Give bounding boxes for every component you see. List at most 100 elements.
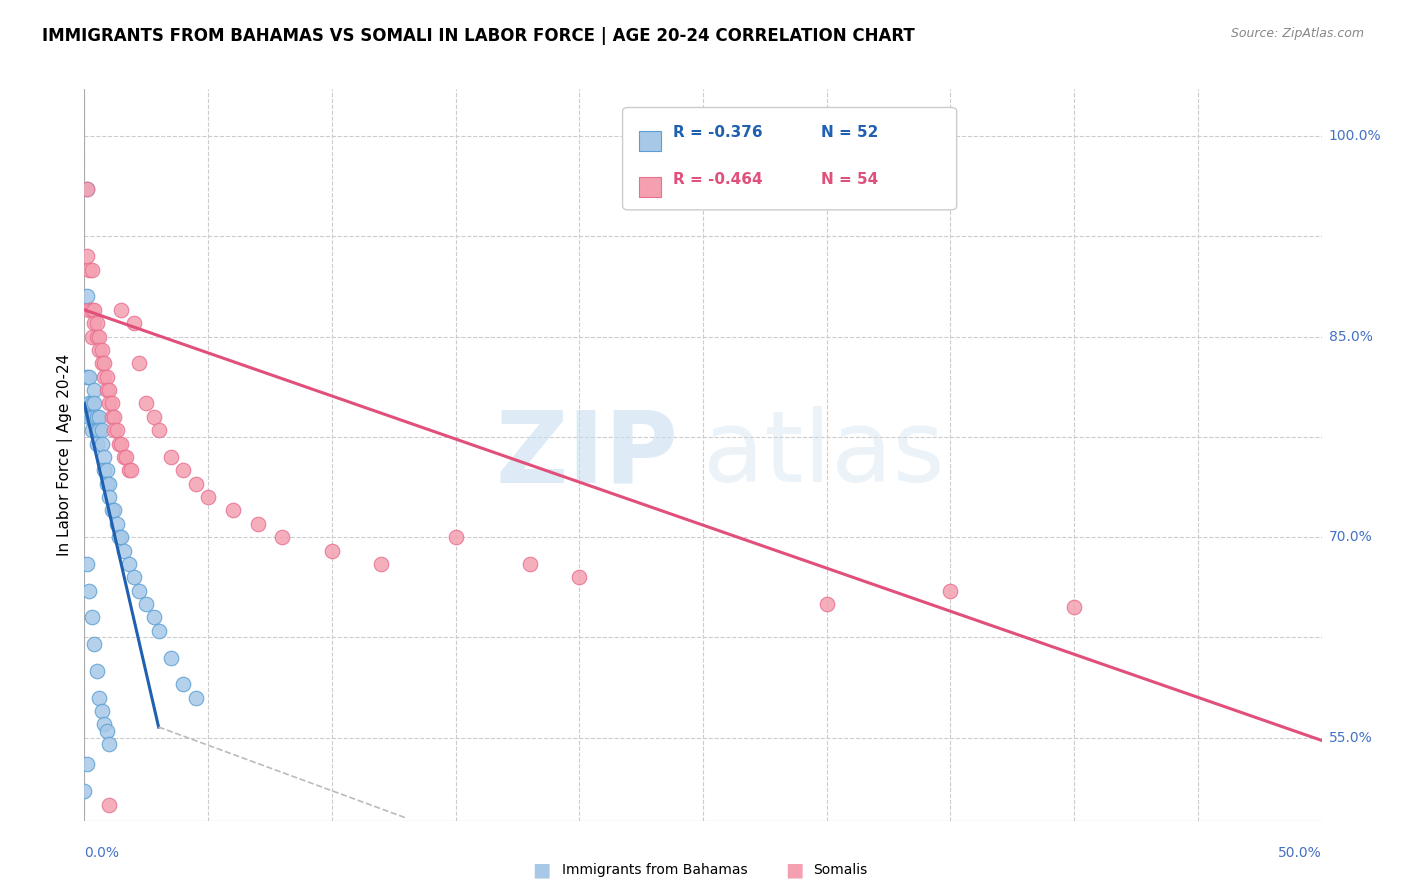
Point: [98, 490, 121, 504]
Point: [86, 329, 108, 343]
Point: [80, 610, 103, 624]
Point: [103, 409, 125, 424]
Point: [79, 583, 101, 598]
Point: [96, 463, 118, 477]
Point: [80, 409, 103, 424]
Point: [160, 650, 183, 665]
Point: [105, 516, 128, 531]
Point: [86, 664, 108, 678]
Text: N = 52: N = 52: [821, 126, 877, 140]
Point: [73, 784, 96, 798]
Point: [79, 396, 101, 410]
Text: ■: ■: [531, 860, 551, 880]
Point: [90, 704, 112, 718]
Point: [90, 343, 112, 357]
Point: [568, 570, 591, 584]
Y-axis label: In Labor Force | Age 20-24: In Labor Force | Age 20-24: [58, 354, 73, 556]
Point: [83, 383, 105, 397]
Point: [76, 757, 98, 772]
Point: [89, 343, 111, 357]
Point: [815, 597, 838, 611]
Point: [108, 436, 131, 450]
Point: [100, 503, 122, 517]
Text: 50.0%: 50.0%: [1278, 846, 1322, 860]
Point: [118, 557, 141, 571]
Text: ■: ■: [785, 860, 804, 880]
Point: [184, 690, 207, 705]
Text: Source: ZipAtlas.com: Source: ZipAtlas.com: [1230, 27, 1364, 40]
Text: R = -0.464: R = -0.464: [673, 172, 763, 187]
Point: [135, 597, 157, 611]
Text: 55.0%: 55.0%: [1329, 731, 1372, 745]
Point: [93, 356, 115, 370]
Point: [105, 423, 128, 437]
Point: [79, 262, 101, 277]
Text: IMMIGRANTS FROM BAHAMAS VS SOMALI IN LABOR FORCE | AGE 20-24 CORRELATION CHART: IMMIGRANTS FROM BAHAMAS VS SOMALI IN LAB…: [42, 27, 915, 45]
Text: Somalis: Somalis: [813, 863, 868, 877]
Point: [444, 530, 467, 544]
Bar: [638, 131, 661, 152]
Point: [76, 557, 98, 571]
Point: [80, 262, 103, 277]
Text: R = -0.376: R = -0.376: [673, 126, 763, 140]
Point: [98, 797, 121, 812]
Text: Immigrants from Bahamas: Immigrants from Bahamas: [562, 863, 748, 877]
Point: [89, 690, 111, 705]
Point: [321, 543, 343, 558]
Text: 0.0%: 0.0%: [84, 846, 120, 860]
Point: [112, 450, 135, 464]
Point: [148, 423, 170, 437]
Point: [93, 717, 115, 731]
Point: [172, 677, 194, 691]
Point: [76, 369, 98, 384]
Point: [128, 583, 150, 598]
Point: [86, 423, 108, 437]
Point: [98, 476, 121, 491]
Point: [90, 436, 112, 450]
Point: [172, 463, 194, 477]
Point: [197, 490, 219, 504]
Point: [76, 249, 98, 263]
Point: [89, 423, 111, 437]
Point: [79, 409, 101, 424]
Point: [110, 436, 132, 450]
Point: [112, 543, 135, 558]
Point: [89, 329, 111, 343]
Point: [142, 610, 165, 624]
Point: [246, 516, 269, 531]
Point: [160, 450, 183, 464]
Point: [83, 637, 105, 651]
Point: [96, 724, 118, 739]
Text: 85.0%: 85.0%: [1329, 329, 1372, 343]
Point: [76, 182, 98, 196]
Point: [184, 476, 207, 491]
Point: [148, 624, 170, 638]
Point: [83, 409, 105, 424]
Point: [93, 450, 115, 464]
Text: N = 54: N = 54: [821, 172, 877, 187]
Point: [80, 329, 103, 343]
Point: [96, 476, 118, 491]
Point: [96, 383, 118, 397]
Point: [103, 503, 125, 517]
Point: [122, 570, 145, 584]
Point: [93, 369, 115, 384]
Point: [89, 409, 111, 424]
FancyBboxPatch shape: [623, 108, 956, 210]
Point: [135, 396, 157, 410]
Point: [142, 409, 165, 424]
Point: [79, 302, 101, 317]
Point: [76, 182, 98, 196]
Text: ZIP: ZIP: [495, 407, 678, 503]
Point: [222, 503, 245, 517]
Point: [98, 396, 121, 410]
Point: [83, 316, 105, 330]
Point: [93, 463, 115, 477]
Point: [115, 450, 138, 464]
Point: [110, 530, 132, 544]
Point: [79, 369, 101, 384]
Point: [86, 436, 108, 450]
Point: [120, 463, 142, 477]
Point: [83, 302, 105, 317]
Text: 70.0%: 70.0%: [1329, 530, 1372, 544]
